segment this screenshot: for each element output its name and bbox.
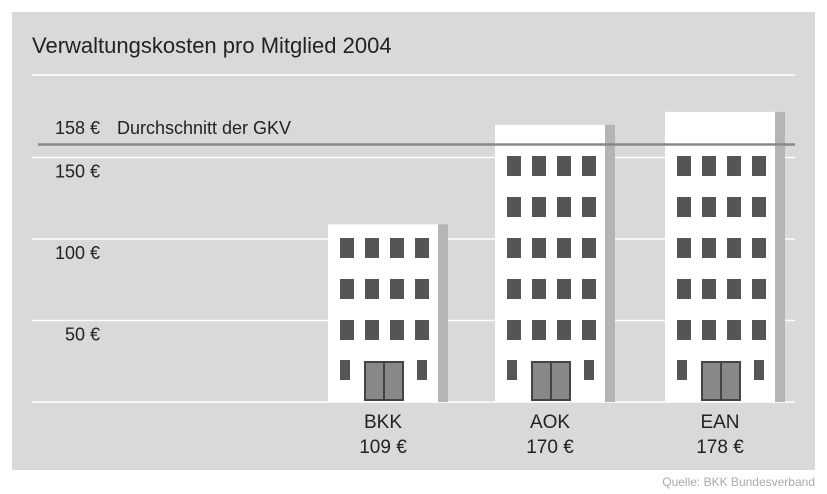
x-tick-label: AOK (530, 412, 570, 433)
window (752, 320, 766, 340)
window (752, 156, 766, 176)
window (727, 279, 741, 299)
window (727, 238, 741, 258)
window (557, 197, 571, 217)
window (390, 238, 404, 258)
window (532, 238, 546, 258)
chart-title: Verwaltungskosten pro Mitglied 2004 (32, 33, 392, 58)
window (584, 360, 594, 380)
window (677, 197, 691, 217)
y-tick-label: 50 € (65, 324, 100, 344)
window (582, 238, 596, 258)
window (507, 320, 521, 340)
window (582, 197, 596, 217)
window (532, 279, 546, 299)
window (507, 197, 521, 217)
window (702, 156, 716, 176)
bar-shadow (775, 111, 785, 403)
window (727, 156, 741, 176)
window (415, 279, 429, 299)
window (507, 279, 521, 299)
bar-shadow (605, 124, 615, 403)
window (507, 238, 521, 258)
window (507, 156, 521, 176)
window (677, 279, 691, 299)
window (532, 320, 546, 340)
window (340, 320, 354, 340)
window (532, 156, 546, 176)
window (727, 197, 741, 217)
window (752, 238, 766, 258)
window (340, 238, 354, 258)
y-tick-label: 100 € (55, 243, 100, 263)
window (532, 197, 546, 217)
y-tick-label: 150 € (55, 161, 100, 181)
bar-shadow (438, 224, 448, 402)
value-label: 109 € (359, 437, 407, 458)
window (557, 238, 571, 258)
window (727, 320, 741, 340)
average-text: Durchschnitt der GKV (117, 118, 291, 138)
window (677, 238, 691, 258)
window (702, 320, 716, 340)
window (677, 320, 691, 340)
window (390, 279, 404, 299)
window (415, 320, 429, 340)
window (582, 279, 596, 299)
window (702, 238, 716, 258)
x-tick-label: BKK (364, 412, 402, 433)
window (582, 320, 596, 340)
value-label: 178 € (696, 437, 744, 458)
window (582, 156, 596, 176)
window (415, 238, 429, 258)
window (340, 360, 350, 380)
window (365, 279, 379, 299)
window (752, 279, 766, 299)
window (390, 320, 404, 340)
window (365, 238, 379, 258)
window (752, 197, 766, 217)
window (340, 279, 354, 299)
average-value: 158 € (55, 118, 100, 138)
window (754, 360, 764, 380)
window (557, 320, 571, 340)
window (557, 279, 571, 299)
window (702, 279, 716, 299)
window (417, 360, 427, 380)
window (557, 156, 571, 176)
source: Quelle: BKK Bundesverband (662, 475, 815, 489)
value-label: 170 € (526, 437, 574, 458)
window (677, 156, 691, 176)
x-tick-label: EAN (700, 412, 739, 433)
window (702, 197, 716, 217)
window (365, 320, 379, 340)
window (507, 360, 517, 380)
window (677, 360, 687, 380)
